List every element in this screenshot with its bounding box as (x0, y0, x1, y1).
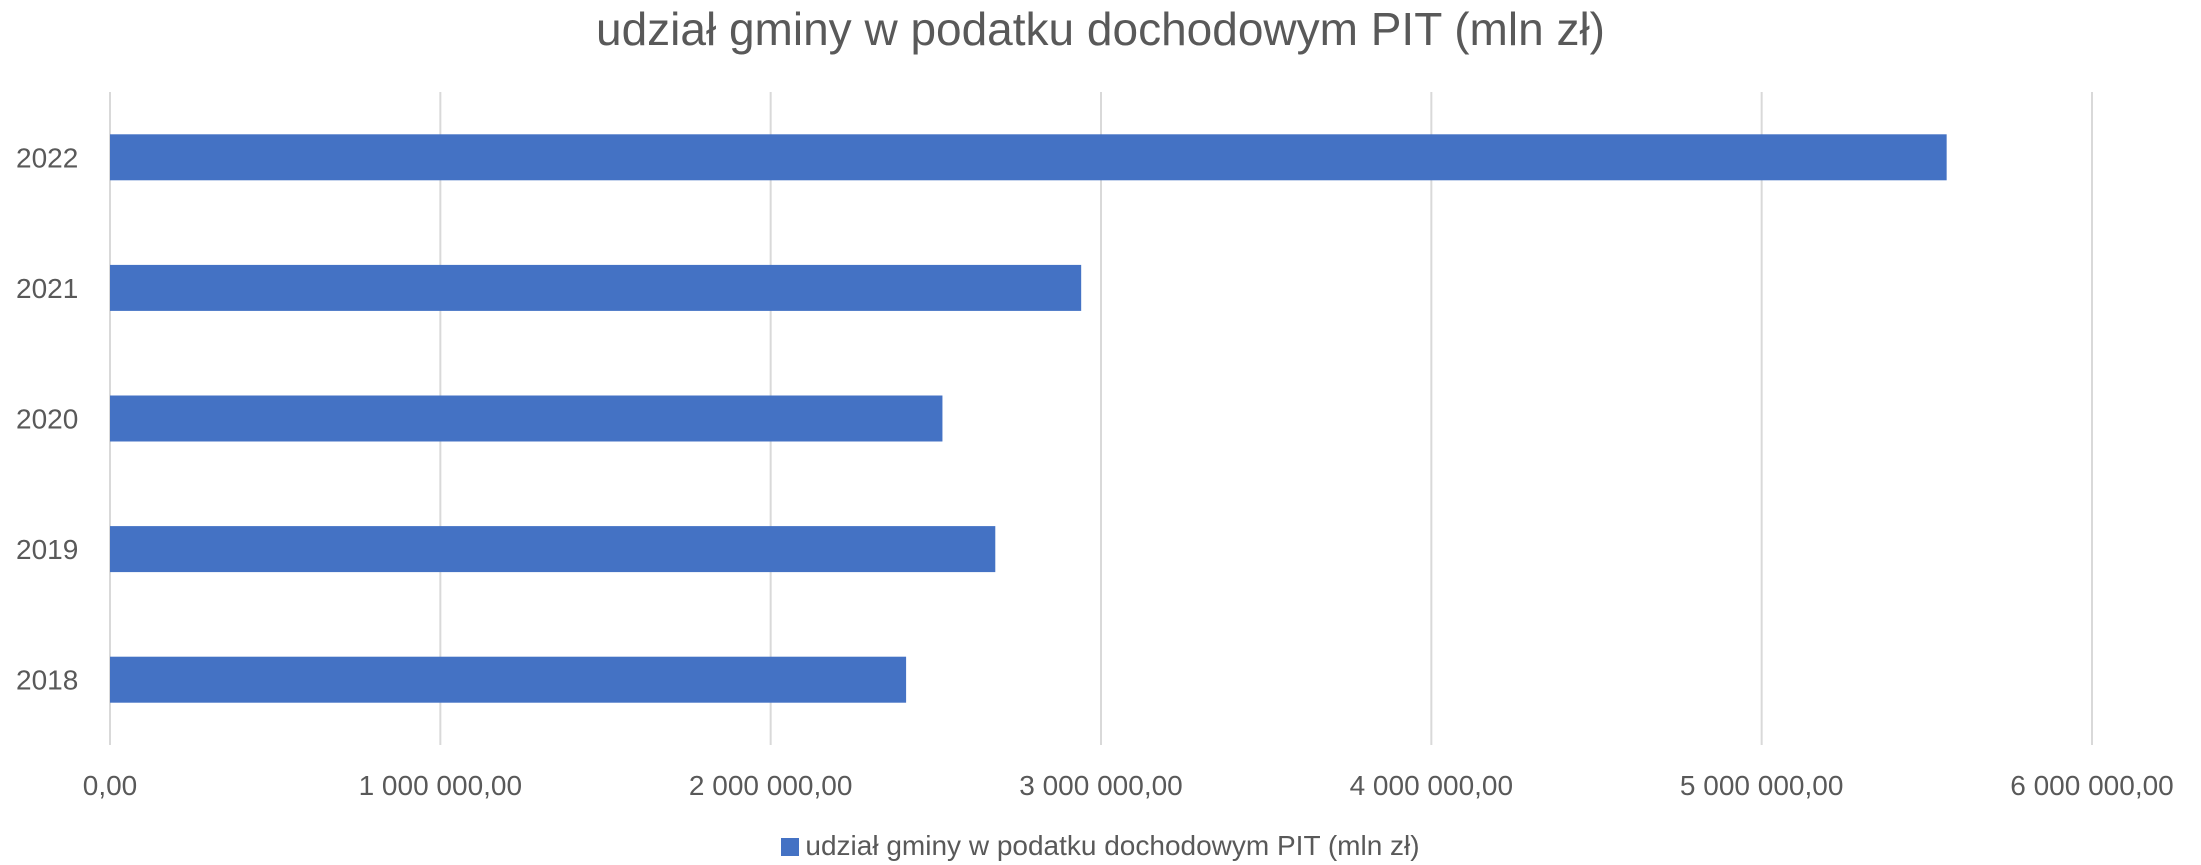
legend: udział gminy w podatku dochodowym PIT (m… (0, 830, 2201, 862)
y-axis-tick-labels: 2022 2021 2020 2019 2018 (16, 142, 78, 695)
y-tick-label: 2020 (16, 404, 78, 435)
y-tick-label: 2021 (16, 273, 78, 304)
x-tick-label: 2 000 000,00 (689, 770, 853, 801)
bar-2018 (110, 656, 907, 703)
legend-label: udział gminy w podatku dochodowym PIT (m… (805, 830, 1420, 861)
y-tick-label: 2018 (16, 665, 78, 696)
bar-2020 (110, 395, 943, 442)
x-tick-label: 4 000 000,00 (1350, 770, 1514, 801)
legend-swatch (781, 838, 800, 856)
bars (110, 134, 1947, 703)
x-tick-label: 1 000 000,00 (359, 770, 523, 801)
bar-2022 (110, 134, 1947, 181)
y-tick-label: 2022 (16, 142, 78, 173)
x-tick-label: 5 000 000,00 (1680, 770, 1844, 801)
bar-2021 (110, 264, 1082, 311)
bar-2019 (110, 526, 996, 573)
y-tick-label: 2019 (16, 534, 78, 565)
x-tick-label: 6 000 000,00 (2010, 770, 2174, 801)
x-tick-label: 0,00 (83, 770, 138, 801)
x-tick-label: 3 000 000,00 (1019, 770, 1183, 801)
chart-title: udział gminy w podatku dochodowym PIT (m… (595, 3, 1605, 55)
x-axis-tick-labels: 0,00 1 000 000,00 2 000 000,00 3 000 000,00… (83, 770, 2174, 801)
